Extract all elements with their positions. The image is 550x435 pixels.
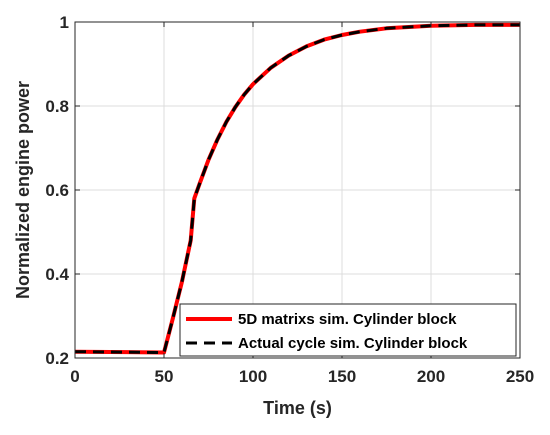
x-tick-label: 0 <box>70 367 79 386</box>
x-tick-label: 150 <box>328 367 356 386</box>
y-tick-label: 1 <box>60 13 69 32</box>
series-line-5d-matrix <box>74 22 520 355</box>
legend: 5D matrixs sim. Cylinder block Actual cyc… <box>179 303 517 357</box>
y-tick-label: 0.4 <box>45 265 69 284</box>
x-tick-label: 200 <box>417 367 445 386</box>
series-line-actual-cycle <box>74 23 520 354</box>
plot-lines <box>74 22 520 355</box>
x-tick-label: 100 <box>239 367 267 386</box>
y-tick-label: 0.8 <box>45 97 69 116</box>
legend-box <box>179 303 517 357</box>
x-tick-label: 50 <box>155 367 174 386</box>
x-tick-label: 250 <box>506 367 534 386</box>
y-tick-label: 0.6 <box>45 181 69 200</box>
legend-label: 5D matrixs sim. Cylinder block <box>238 311 457 328</box>
grid <box>75 22 520 358</box>
legend-label: Actual cycle sim. Cylinder block <box>238 335 468 352</box>
x-axis-title: Time (s) <box>263 398 332 418</box>
axis-ticks: 0 50 100 150 200 250 0.2 0.4 0.6 0.8 1 <box>45 13 534 386</box>
y-tick-label: 0.2 <box>45 349 69 368</box>
y-axis-title: Normalized engine power <box>13 81 33 299</box>
